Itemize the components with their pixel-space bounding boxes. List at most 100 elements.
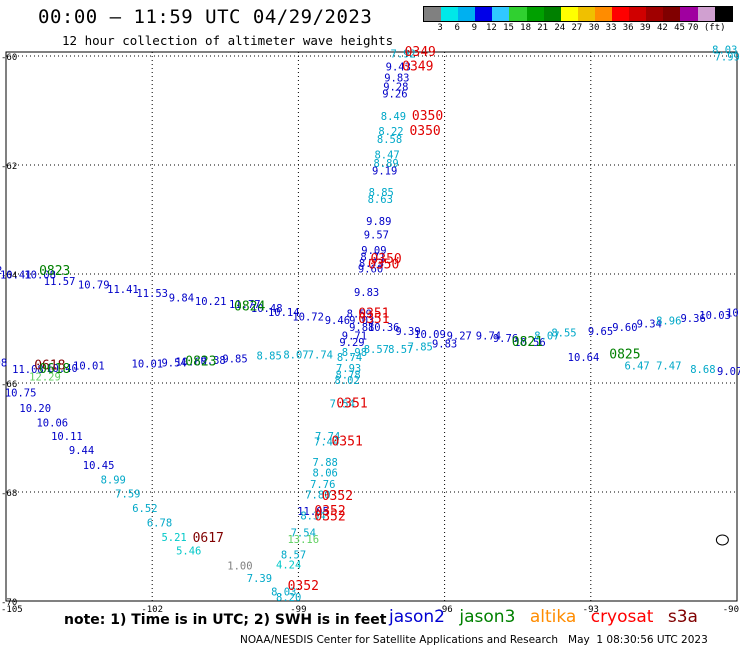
pass-time-label: 0351 — [358, 312, 389, 327]
wave-height-label: 7.99 — [715, 51, 740, 63]
page-title: 00:00 — 11:59 UTC 04/29/2023 — [38, 6, 373, 28]
wave-height-label: 8.96 — [656, 316, 681, 328]
color-scale-tick: 9 — [471, 23, 478, 33]
wave-height-label: 10.01 — [73, 360, 105, 372]
wave-height-label: 8.98 — [342, 347, 367, 359]
wave-height-label: 9.76 — [493, 333, 518, 345]
wave-height-label: 10.36 — [368, 322, 400, 334]
longitude-tick-label: -96 — [436, 605, 452, 615]
wave-height-label: 8.99 — [101, 474, 126, 486]
satellite-legend: jason2 jason3 altika cryosat s3a — [389, 607, 707, 627]
color-scale-tick: 42 — [656, 23, 668, 33]
color-scale-bar — [423, 6, 733, 22]
color-swatch — [577, 7, 595, 21]
wave-height-label: 8.89 — [373, 158, 398, 170]
color-scale-tick: 21 — [537, 23, 549, 33]
wave-height-label: 11.08 — [12, 364, 44, 376]
wave-height-label: 9.09 — [361, 245, 386, 257]
wave-height-points: 7.929.439.839.289.268.498.228.588.478.89… — [0, 44, 740, 604]
wave-height-label: 8.07 — [283, 349, 308, 361]
latitude-tick-label: -66 — [1, 380, 17, 390]
pass-time-label: 0350 — [409, 124, 440, 139]
wave-height-label: 9.38 — [200, 355, 225, 367]
wave-height-label: 7.47 — [656, 360, 681, 372]
pass-time-label: 0352 — [288, 579, 319, 594]
color-scale-tick: 30 — [588, 23, 600, 33]
wave-height-label: 7.92 — [391, 49, 416, 61]
wave-height-label: 8.03 — [271, 587, 296, 599]
color-scale-tick: 27 — [571, 23, 583, 33]
wave-height-label: 10.48 — [251, 303, 283, 315]
wave-height-label: 8.06 — [313, 468, 338, 480]
wave-height-label: 8.78 — [335, 370, 360, 382]
color-swatch — [663, 7, 681, 21]
color-scale-tick: 18 — [520, 23, 532, 33]
pass-time-label: 0618 — [34, 358, 65, 373]
wave-height-label: 8.55 — [551, 328, 576, 340]
pass-time-label: 0350 — [412, 109, 443, 124]
color-swatch — [441, 7, 459, 21]
wave-height-label: 13.16 — [287, 534, 319, 546]
wave-height-label: 9.88 — [349, 322, 374, 334]
longitude-tick-label: -99 — [290, 605, 306, 615]
color-scale-tick: 36 — [622, 23, 634, 33]
wave-height-label: 10.64 — [568, 352, 600, 364]
wave-height-label: 8.57 — [364, 344, 389, 356]
color-scale-tick: 3 — [437, 23, 443, 33]
wave-height-label: 5.21 — [161, 532, 186, 544]
wave-height-label: 8.22 — [378, 126, 403, 138]
longitude-tick-label: -93 — [583, 605, 599, 615]
satellite-s3a: s3a — [667, 607, 698, 627]
wave-height-label: 9.19 — [372, 165, 397, 177]
wave-height-label: 8.59 — [347, 309, 372, 321]
wave-height-label: 8.02 — [334, 375, 359, 387]
wave-height-label: 9.60 — [612, 322, 637, 334]
wave-height-label: 8.07 — [534, 330, 559, 342]
wave-height-label: 11.77 — [229, 299, 261, 311]
wave-height-label: 6.78 — [147, 517, 172, 529]
wave-height-label: 9.85 — [222, 353, 247, 365]
wave-height-label: 7.85 — [408, 341, 433, 353]
wave-height-label: 7.93 — [336, 363, 361, 375]
color-swatch — [560, 7, 578, 21]
pass-time-label: 0618 — [39, 362, 70, 377]
pass-time-label: 0350 — [368, 258, 399, 273]
wave-height-label: 10.06 — [36, 418, 68, 430]
wave-height-label: 10.56 — [514, 337, 546, 349]
color-scale-tick: 24 — [554, 23, 566, 33]
wave-height-label: 11.05 — [297, 506, 329, 518]
color-scale-tick: 70 (ft) — [687, 23, 726, 33]
wave-height-label: 11.08 — [0, 358, 7, 370]
latitude-tick-label: -60 — [1, 53, 17, 63]
wave-height-label: 10.40 — [46, 363, 78, 375]
wave-height-label: 10.79 — [78, 280, 110, 292]
wave-height-label: 9.07 — [717, 366, 740, 378]
color-swatch — [646, 7, 664, 21]
wave-height-label: 8.58 — [377, 134, 402, 146]
wave-height-label: 10.22 — [726, 308, 740, 320]
longitude-tick-label: -90 — [723, 605, 739, 615]
pass-time-label: 0351 — [358, 307, 389, 322]
map-grid — [5, 51, 738, 602]
wave-height-label: 9.26 — [382, 88, 407, 100]
wave-height-label: 9.39 — [395, 326, 420, 338]
wave-height-label: 6.47 — [624, 360, 649, 372]
wave-height-label: 9.36 — [680, 313, 705, 325]
wave-height-label: 9.27 — [447, 330, 472, 342]
pass-time-label: 0350 — [370, 252, 401, 267]
wave-height-label: 10.11 — [51, 431, 83, 443]
wave-height-label: 10.14 — [268, 307, 300, 319]
wave-height-label: 7.74 — [315, 431, 340, 443]
note-text: note: 1) Time is in UTC; 2) SWH is in fe… — [64, 612, 387, 628]
wave-height-label: 12.29 — [29, 371, 61, 383]
wave-height-label: 7.74 — [308, 349, 333, 361]
color-swatch — [612, 7, 630, 21]
wave-height-label: 7.76 — [310, 479, 335, 491]
color-scale-tick: 39 — [639, 23, 651, 33]
wave-height-label: 10.09 — [414, 329, 446, 341]
wave-height-label: 8.68 — [690, 364, 715, 376]
longitude-tick-label: -105 — [1, 605, 23, 615]
latitude-tick-label: -70 — [1, 598, 17, 608]
wave-height-label: 9.29 — [339, 337, 364, 349]
